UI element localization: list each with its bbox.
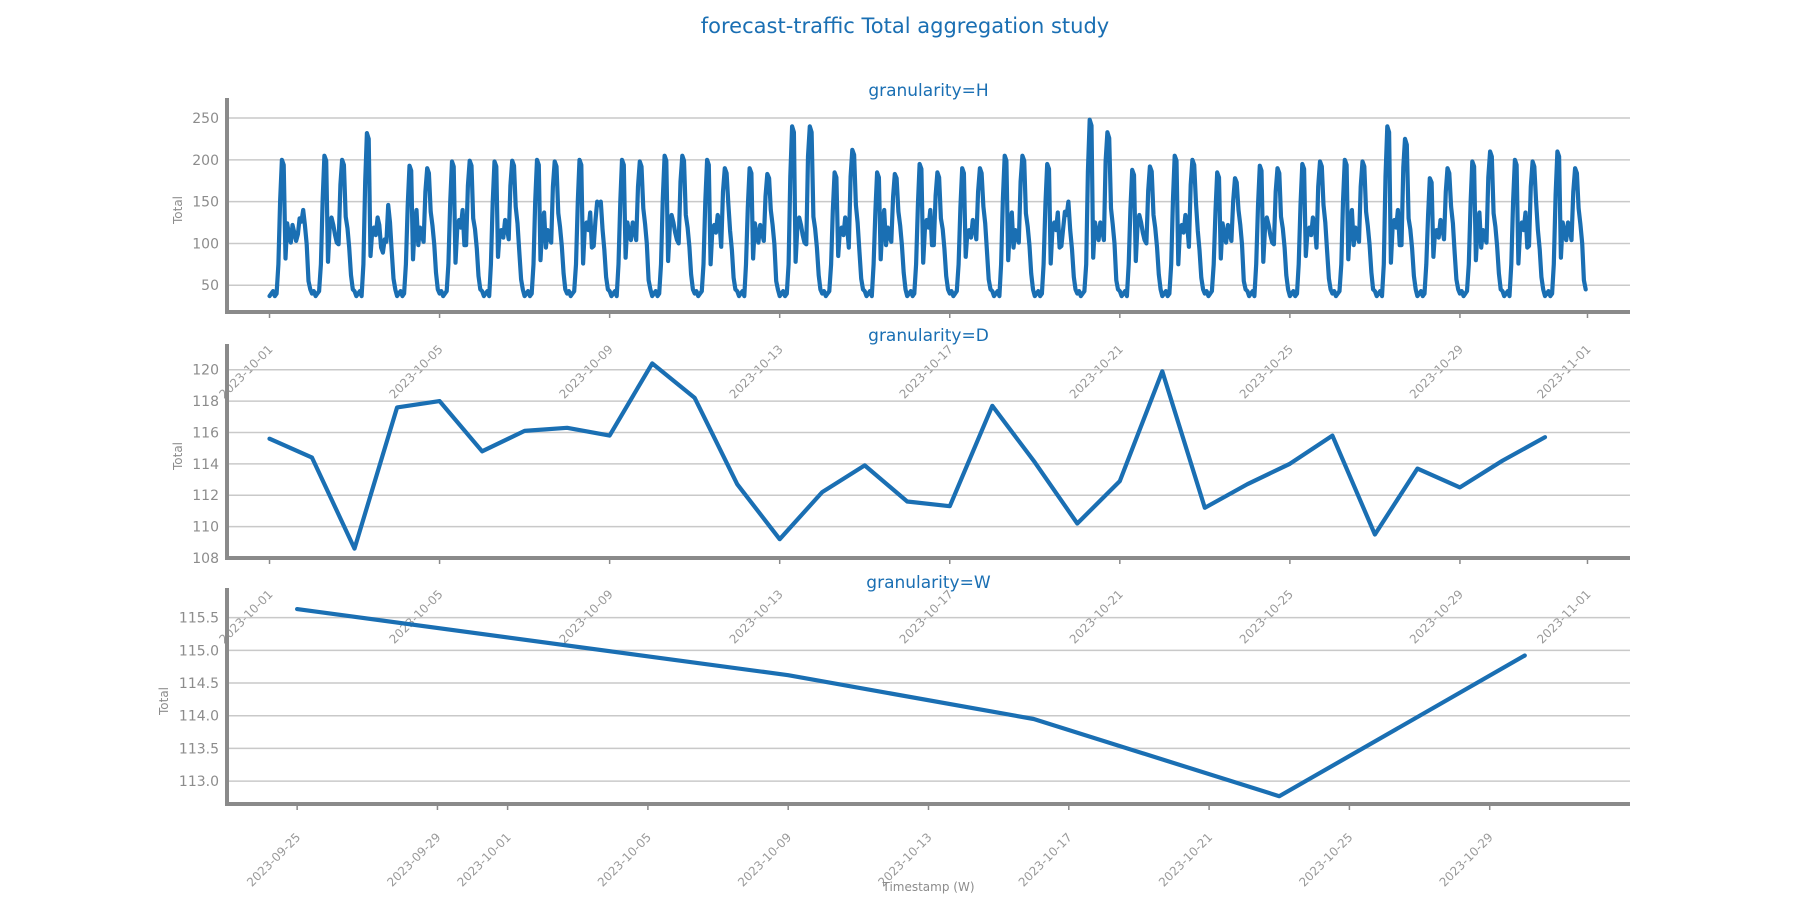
x-tick-label: 2023-10-25	[1237, 587, 1296, 646]
x-tick-label: 2023-10-17	[897, 342, 956, 401]
chart-panel-2: granularity=W 113.0 113.5 114.0 114.5 115.0 11…	[157, 573, 1630, 894]
x-tick-label: 2023-09-29	[384, 830, 443, 889]
panel-title: granularity=H	[868, 81, 988, 101]
series-line	[295, 606, 1527, 799]
y-tick-label: 50	[201, 278, 219, 294]
x-axis-label: Timestamp (W)	[881, 880, 974, 894]
series-line	[267, 117, 1588, 299]
y-tick-label: 115.0	[179, 643, 219, 659]
x-tick-label: 2023-10-13	[727, 342, 786, 401]
x-tick-label: 2023-10-29	[1407, 342, 1466, 401]
x-tick-label: 2023-11-01	[1534, 342, 1593, 401]
x-tick-label: 2023-10-01	[455, 830, 514, 889]
y-tick-label: 114.0	[179, 709, 219, 725]
x-tick-label: 2023-10-05	[595, 830, 654, 889]
x-tick-label: 2023-09-25	[244, 830, 303, 889]
x-tick-label: 2023-10-29	[1437, 830, 1496, 889]
x-tick-label: 2023-10-21	[1067, 342, 1126, 401]
y-axis-label: Total	[171, 196, 185, 225]
y-tick-label: 200	[192, 153, 219, 169]
y-tick-label: 118	[192, 394, 219, 410]
y-tick-label: 113.5	[179, 741, 219, 757]
series-line	[267, 361, 1548, 551]
y-tick-label: 250	[192, 111, 219, 127]
x-tick-label: 2023-10-21	[1067, 587, 1126, 646]
y-tick-label: 112	[192, 488, 219, 504]
y-tick-label: 116	[192, 425, 219, 441]
x-tick-label: 2023-10-21	[1156, 830, 1215, 889]
y-tick-label: 114	[192, 457, 219, 473]
y-tick-label: 115.5	[179, 611, 219, 627]
x-tick-label: 2023-10-05	[386, 587, 445, 646]
x-tick-label: 2023-10-25	[1296, 830, 1355, 889]
x-tick-label: 2023-10-29	[1407, 587, 1466, 646]
figure-title: forecast-traffic Total aggregation study	[701, 14, 1109, 38]
x-tick-label: 2023-10-13	[727, 587, 786, 646]
y-tick-label: 100	[192, 236, 219, 252]
chart-panel-1: granularity=D 108 110 112 114 116 118 120 Total 2…	[171, 326, 1630, 646]
y-tick-label: 150	[192, 195, 219, 211]
y-tick-label: 108	[192, 551, 219, 567]
panel-title: granularity=D	[868, 326, 989, 346]
y-axis-label: Total	[157, 687, 171, 716]
x-tick-label: 2023-10-17	[1016, 830, 1075, 889]
x-tick-label: 2023-10-25	[1237, 342, 1296, 401]
x-tick-label: 2023-10-05	[386, 342, 445, 401]
y-tick-label: 120	[192, 363, 219, 379]
x-tick-label: 2023-11-01	[1534, 587, 1593, 646]
y-axis-label: Total	[171, 442, 185, 471]
chart-panel-0: granularity=H 50 100 150 200 250 Total 2023-10-…	[171, 81, 1630, 401]
x-tick-label: 2023-10-17	[897, 587, 956, 646]
x-tick-label: 2023-10-09	[735, 830, 794, 889]
panel-title: granularity=W	[866, 573, 991, 593]
x-tick-label: 2023-10-09	[557, 587, 616, 646]
y-tick-label: 113.0	[179, 774, 219, 790]
y-tick-label: 110	[192, 520, 219, 536]
y-tick-label: 114.5	[179, 676, 219, 692]
x-tick-label: 2023-10-09	[557, 342, 616, 401]
